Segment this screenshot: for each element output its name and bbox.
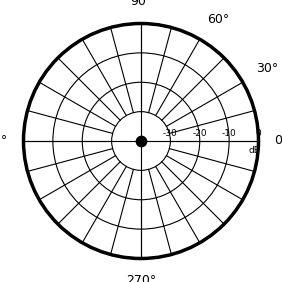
Text: 30°: 30° xyxy=(256,61,278,75)
Text: 0: 0 xyxy=(255,129,261,138)
Text: 180°: 180° xyxy=(0,135,8,147)
Text: 90°: 90° xyxy=(130,0,152,8)
Text: 0°: 0° xyxy=(274,135,282,147)
Point xyxy=(139,139,143,143)
Text: -10: -10 xyxy=(222,129,237,138)
Text: 270°: 270° xyxy=(126,274,156,282)
Text: dB: dB xyxy=(249,146,261,155)
Text: -30: -30 xyxy=(163,129,178,138)
Text: 60°: 60° xyxy=(207,13,230,26)
Text: -20: -20 xyxy=(192,129,207,138)
